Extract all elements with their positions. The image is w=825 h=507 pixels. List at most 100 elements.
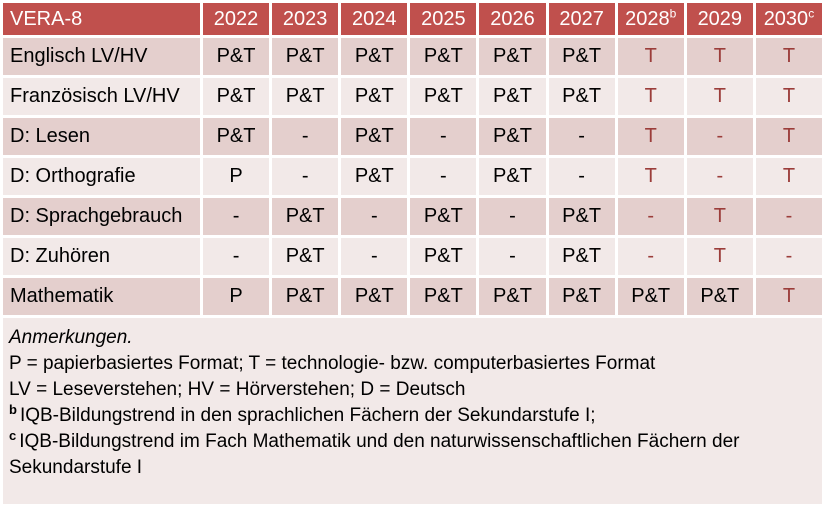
format-cell: P&T	[479, 278, 546, 315]
format-cell: P&T	[341, 158, 408, 195]
year-column-header: 2023	[272, 3, 339, 35]
format-cell: T	[686, 78, 753, 115]
note-line: P = papierbasiertes Format; T = technolo…	[9, 351, 814, 377]
table-title-cell: VERA-8	[3, 3, 200, 35]
table-row: D: Sprachgebrauch - P&T - P&T - P&T - T -	[3, 198, 822, 235]
table-row: Französisch LV/HV P&T P&T P&T P&T P&T P&T T T T	[3, 78, 822, 115]
format-cell: T	[755, 38, 822, 75]
note-text: IQB-Bildungstrend in den sprachlichen Fä…	[19, 405, 596, 426]
header-label: 2025	[421, 7, 466, 30]
format-cell: -	[548, 158, 615, 195]
table-header-row: VERA-8 2022 2023 2024 2025 2026 2027 2028b 2029 2…	[3, 3, 822, 35]
format-cell: P&T	[272, 38, 339, 75]
format-cell: P	[203, 158, 270, 195]
format-cell: P&T	[548, 198, 615, 235]
format-cell: P&T	[272, 238, 339, 275]
header-label: 2022	[213, 7, 259, 30]
format-cell: -	[686, 158, 753, 195]
format-cell: T	[755, 118, 822, 155]
format-cell: T	[755, 158, 822, 195]
format-cell: P&T	[203, 78, 270, 115]
format-cell: P&T	[341, 38, 408, 75]
format-cell: P&T	[479, 78, 546, 115]
notes-title: Anmerkungen.	[9, 327, 133, 348]
format-cell: P&T	[203, 118, 270, 155]
format-cell: P&T	[617, 278, 684, 315]
header-label: 2028	[625, 7, 670, 30]
table-body: Englisch LV/HV P&T P&T P&T P&T P&T P&T T T T Franz…	[3, 38, 822, 315]
row-label: D: Orthografie	[3, 158, 200, 195]
table-row: D: Orthografie P - P&T - P&T - T - T	[3, 158, 822, 195]
header-label: VERA-8	[10, 7, 83, 30]
format-cell: P&T	[686, 278, 753, 315]
header-label: 2029	[697, 7, 743, 30]
notes-section: Anmerkungen. P = papierbasiertes Format;…	[3, 318, 822, 504]
format-cell: -	[341, 238, 408, 275]
vera8-schedule-table: VERA-8 2022 2023 2024 2025 2026 2027 2028b 2029 2…	[3, 3, 822, 315]
year-column-header: 2030c	[755, 3, 822, 35]
format-cell: -	[203, 238, 270, 275]
year-column-header: 2029	[686, 3, 753, 35]
format-cell: P&T	[272, 78, 339, 115]
format-cell: P&T	[548, 38, 615, 75]
format-cell: P&T	[272, 278, 339, 315]
format-cell: P&T	[410, 238, 477, 275]
row-label: D: Zuhören	[3, 238, 200, 275]
table-row: D: Zuhören - P&T - P&T - P&T - T -	[3, 238, 822, 275]
format-cell: P&T	[203, 38, 270, 75]
table-row: D: Lesen P&T - P&T - P&T - T - T	[3, 118, 822, 155]
row-label: D: Sprachgebrauch	[3, 198, 200, 235]
format-cell: P&T	[272, 198, 339, 235]
header-label: 2027	[559, 7, 604, 30]
format-cell: -	[410, 118, 477, 155]
format-cell: P&T	[548, 278, 615, 315]
format-cell: -	[755, 198, 822, 235]
year-column-header: 2022	[203, 3, 270, 35]
note-text: IQB-Bildungstrend im Fach Mathematik und…	[9, 431, 740, 478]
format-cell: -	[755, 238, 822, 275]
format-cell: -	[617, 238, 684, 275]
row-label: Mathematik	[3, 278, 200, 315]
format-cell: T	[617, 158, 684, 195]
note-text: P = papierbasiertes Format; T = technolo…	[9, 353, 656, 374]
format-cell: -	[617, 198, 684, 235]
format-cell: -	[203, 198, 270, 235]
header-label: 2030	[763, 7, 809, 30]
format-cell: P&T	[479, 38, 546, 75]
format-cell: P	[203, 278, 270, 315]
format-cell: P&T	[548, 238, 615, 275]
format-cell: P&T	[479, 118, 546, 155]
year-column-header: 2024	[341, 3, 408, 35]
note-line: LV = Leseverstehen; HV = Hörverstehen; D…	[9, 377, 814, 403]
format-cell: P&T	[410, 38, 477, 75]
table-row: Englisch LV/HV P&T P&T P&T P&T P&T P&T T T T	[3, 38, 822, 75]
header-label: 2026	[490, 7, 535, 30]
format-cell: P&T	[410, 198, 477, 235]
year-column-header: 2025	[410, 3, 477, 35]
format-cell: T	[755, 278, 822, 315]
format-cell: -	[686, 118, 753, 155]
format-cell: -	[272, 118, 339, 155]
header-superscript: c	[808, 5, 815, 20]
format-cell: -	[272, 158, 339, 195]
note-superscript: c	[9, 427, 17, 443]
format-cell: T	[617, 38, 684, 75]
row-label: Englisch LV/HV	[3, 38, 200, 75]
format-cell: P&T	[341, 78, 408, 115]
header-label: 2023	[282, 7, 328, 30]
year-column-header: 2026	[479, 3, 546, 35]
format-cell: P&T	[479, 158, 546, 195]
row-label: Französisch LV/HV	[3, 78, 200, 115]
format-cell: P&T	[410, 78, 477, 115]
format-cell: T	[686, 38, 753, 75]
format-cell: -	[479, 238, 546, 275]
note-superscript: b	[9, 401, 17, 417]
note-line: c IQB-Bildungstrend im Fach Mathematik un…	[9, 429, 814, 481]
year-column-header: 2027	[548, 3, 615, 35]
format-cell: P&T	[341, 278, 408, 315]
format-cell: -	[341, 198, 408, 235]
format-cell: -	[479, 198, 546, 235]
table-header: VERA-8 2022 2023 2024 2025 2026 2027 2028b 2029 2…	[3, 3, 822, 35]
format-cell: T	[617, 78, 684, 115]
